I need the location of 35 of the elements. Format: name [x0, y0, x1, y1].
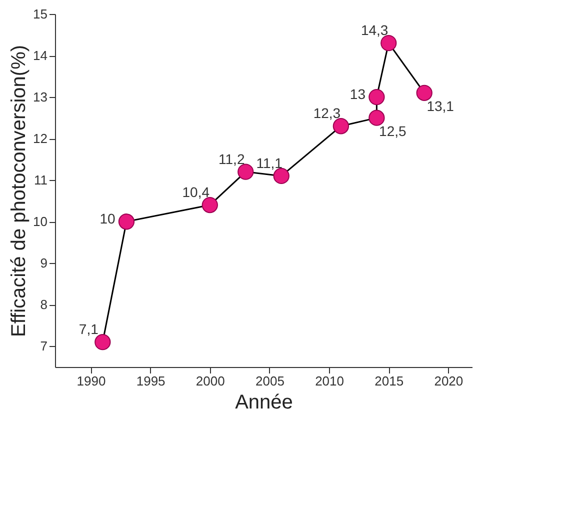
y-tick-label: 15 — [33, 6, 48, 22]
point — [368, 110, 385, 126]
y-tick-label: 7 — [40, 338, 48, 354]
point — [380, 35, 397, 52]
data-label: 14,3 — [360, 22, 388, 38]
x-tick-label: 2000 — [196, 374, 225, 388]
x-tick-label: 2020 — [434, 374, 464, 388]
data-label: 13 — [350, 86, 366, 102]
data-label: 10,4 — [182, 184, 210, 200]
y-tick-label: 11 — [34, 172, 48, 188]
x-tick-label: 2005 — [255, 374, 284, 388]
x-tick-label: 2010 — [315, 374, 344, 388]
point — [368, 88, 385, 106]
y-tick-label: 10 — [33, 214, 48, 230]
x-tick-label: 2015 — [374, 374, 404, 388]
x-tick-label: 1995 — [136, 374, 166, 388]
y-tick-label: 8 — [40, 297, 48, 312]
x-tick-label: 1990 — [76, 374, 106, 388]
point — [118, 214, 135, 230]
y-tick-label: 13 — [33, 90, 48, 105]
x-axis-title: Année — [235, 392, 293, 414]
data-label: 11,2 — [218, 150, 245, 167]
point — [94, 334, 111, 350]
y-tick-label: 12 — [33, 131, 48, 146]
y-tick-label: 9 — [40, 256, 48, 271]
data-label: 7,1 — [78, 321, 99, 338]
data-label: 12,3 — [313, 105, 341, 122]
point — [332, 118, 350, 134]
data-label: 13,1 — [426, 98, 454, 114]
point — [416, 84, 432, 101]
data-label: 10 — [100, 210, 116, 227]
y-tick-label: 14 — [33, 48, 48, 64]
data-label: 11,1 — [256, 154, 283, 171]
y-axis-title: Efficacité de photoconversion(%) — [8, 44, 30, 338]
data-label: 12,5 — [379, 122, 407, 139]
